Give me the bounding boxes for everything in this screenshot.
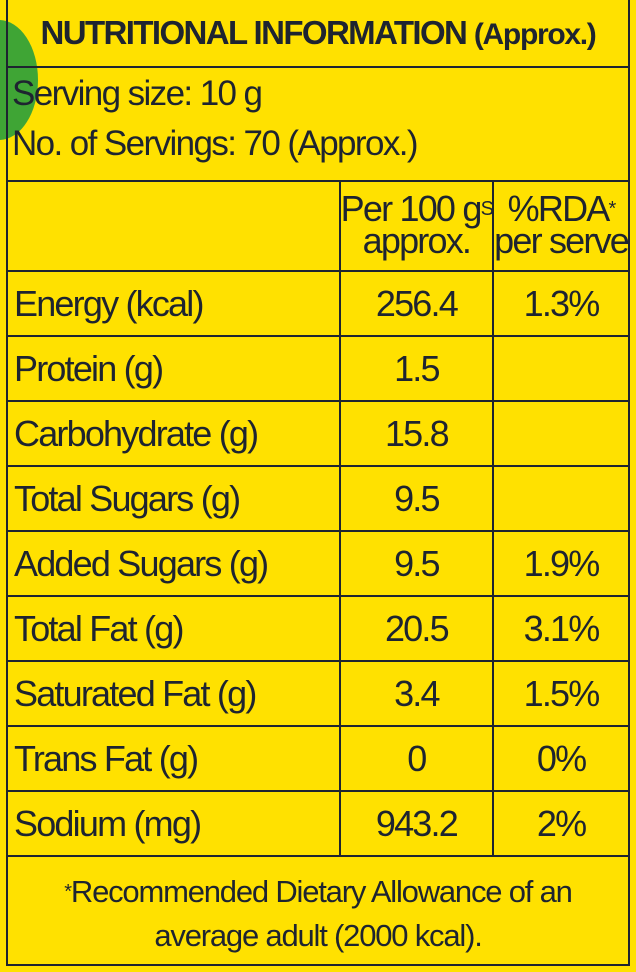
table-row: Total Sugars (g) 9.5 (8, 465, 628, 532)
header-per-100g-line2: approx. (362, 220, 472, 261)
per-100g-value: 943.2 (338, 790, 495, 857)
footnote-line1: Recommended Dietary Allowance of an (70, 874, 573, 909)
per-100g-value: 9.5 (338, 530, 495, 597)
rda-value: 3.1% (492, 595, 628, 662)
table-row: Protein (g) 1.5 (8, 335, 628, 402)
header-per-100g-line1: Per 100 g (340, 188, 483, 229)
table-row: Added Sugars (g) 9.5 1.9% (8, 530, 628, 597)
header-rda-line2: per serve (494, 220, 630, 261)
rda-value: 0% (492, 725, 628, 792)
nutrient-name: Carbohydrate (g) (8, 400, 341, 467)
table-row: Carbohydrate (g) 15.8 (8, 400, 628, 467)
rda-value (492, 465, 628, 532)
nutrient-name: Added Sugars (g) (8, 530, 341, 597)
per-100g-value: 20.5 (338, 595, 495, 662)
rda-value (492, 400, 628, 467)
footnote-line2: average adult (2000 kcal). (154, 918, 482, 953)
header-rda-mark: * (608, 198, 616, 220)
rda-value: 1.9% (492, 530, 628, 597)
nutrient-name: Trans Fat (g) (8, 725, 341, 792)
serving-size: Serving size: 10 g (12, 74, 263, 114)
header-empty-cell (8, 180, 341, 272)
table-row: Energy (kcal) 256.4 1.3% (8, 270, 628, 337)
per-100g-value: 9.5 (338, 465, 495, 532)
header-rda-line1: %RDA (507, 188, 611, 229)
nutrient-name: Total Sugars (g) (8, 465, 341, 532)
servings-count-value: 70 (243, 124, 281, 163)
header-per-100g: Per 100 gS approx. (338, 180, 495, 272)
servings-count-note: (Approx.) (287, 124, 418, 163)
nutrient-name: Energy (kcal) (8, 270, 341, 337)
title-sub: (Approx.) (473, 18, 597, 51)
table-row: Saturated Fat (g) 3.4 1.5% (8, 660, 628, 727)
rda-value: 1.5% (492, 660, 628, 727)
rda-value (492, 335, 628, 402)
servings-count-label: No. of Servings: (12, 124, 237, 163)
serving-info: Serving size: 10 g No. of Servings: 70 (… (8, 66, 628, 182)
rda-value: 1.3% (492, 270, 628, 337)
table-row: Total Fat (g) 20.5 3.1% (8, 595, 628, 662)
table-row: Sodium (mg) 943.2 2% (8, 790, 628, 857)
nutrient-name: Saturated Fat (g) (8, 660, 341, 727)
nutrient-name: Total Fat (g) (8, 595, 341, 662)
per-100g-value: 256.4 (338, 270, 495, 337)
servings-count: No. of Servings: 70 (Approx.) (12, 124, 419, 164)
nutrition-table-frame: NUTRITIONAL INFORMATION (Approx.) Servin… (6, 0, 630, 966)
per-100g-value: 0 (338, 725, 495, 792)
header-rda: %RDA* per serve (492, 180, 630, 272)
table-header-row: Per 100 gS approx. %RDA* per serve (8, 180, 630, 272)
rda-value: 2% (492, 790, 628, 857)
serving-size-value: 10 g (199, 74, 263, 113)
per-100g-value: 15.8 (338, 400, 495, 467)
footnote-mark: * (64, 881, 72, 903)
per-100g-value: 1.5 (338, 335, 495, 402)
rda-footnote: *Recommended Dietary Allowance of an ave… (8, 862, 628, 966)
nutrient-name: Sodium (mg) (8, 790, 341, 857)
per-100g-value: 3.4 (338, 660, 495, 727)
nutrient-name: Protein (g) (8, 335, 341, 402)
title-main: NUTRITIONAL INFORMATION (40, 14, 468, 51)
header-per-100g-mark: S (480, 198, 494, 220)
serving-size-label: Serving size: (12, 74, 193, 113)
nutrient-table: Per 100 gS approx. %RDA* per serve Energ… (8, 180, 630, 857)
table-row: Trans Fat (g) 0 0% (8, 725, 628, 792)
nutrition-title: NUTRITIONAL INFORMATION (Approx.) (8, 0, 628, 68)
